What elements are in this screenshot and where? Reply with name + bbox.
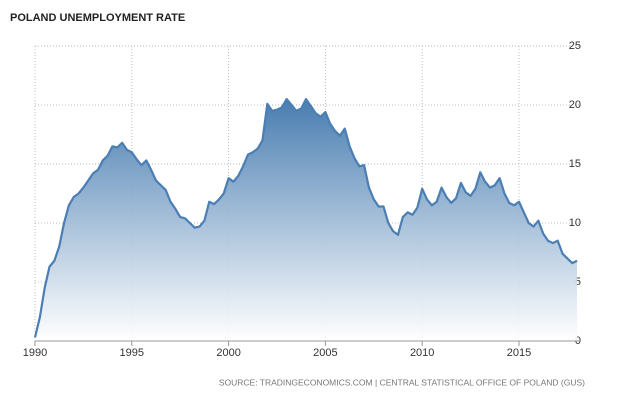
- line: [33, 98, 578, 338]
- x-tick-label: 2015: [507, 347, 531, 359]
- x-tick-label: 2000: [216, 347, 240, 359]
- y-tick-label: 5: [575, 276, 581, 288]
- y-tick-label: 25: [569, 40, 581, 52]
- source: SOURCE: TRADINGECONOMICS.COM | CENTRAL S…: [219, 377, 585, 387]
- area: [35, 99, 578, 341]
- chart-title: POLAND UNEMPLOYMENT RATE: [10, 12, 185, 24]
- y-tick-label: 20: [569, 99, 581, 111]
- x-tick-label: 2005: [313, 347, 337, 359]
- x-tick-label: 1995: [120, 347, 144, 359]
- x-tick-label: 2010: [410, 347, 434, 359]
- y-tick-label: 15: [569, 158, 581, 170]
- x-tick-label: 1990: [23, 347, 47, 359]
- y-tick-label: 10: [569, 217, 581, 229]
